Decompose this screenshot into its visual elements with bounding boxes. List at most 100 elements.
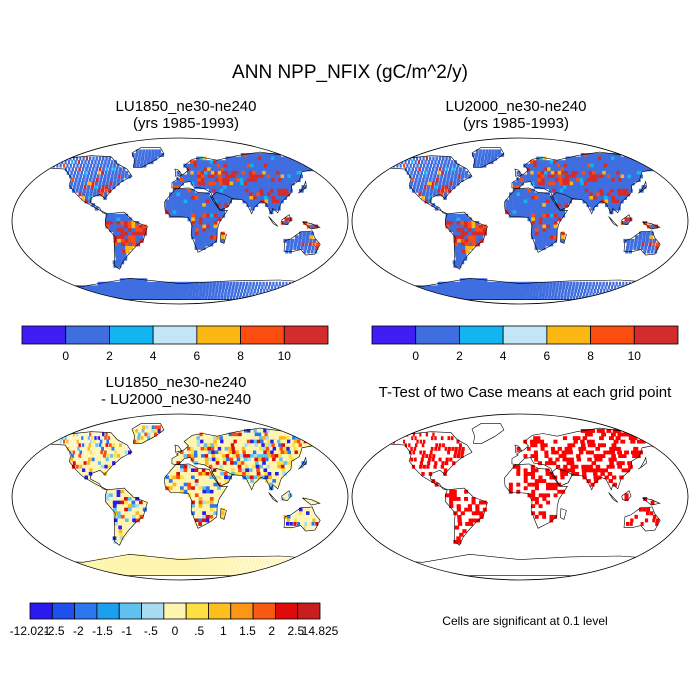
coastline-arabia <box>551 192 573 211</box>
coastline-southAmerica <box>104 487 148 546</box>
coastline-madagascar <box>220 508 227 520</box>
map-diff-svg <box>11 413 349 581</box>
coastline-madagascar <box>560 232 567 244</box>
coastline-japan <box>638 180 647 194</box>
colorbar-tick-label: .5 <box>194 624 204 638</box>
colorbar-tick-label: 10 <box>278 349 292 363</box>
coastline-newguinea <box>642 497 661 506</box>
coastline-northAmerica <box>380 155 473 215</box>
map-lu2000 <box>350 136 690 306</box>
colorbar-tick-label: -2.5 <box>44 624 65 638</box>
colorbar-swatch <box>283 325 329 345</box>
coastline-australia <box>283 506 321 532</box>
colorbar-swatch <box>65 325 110 345</box>
colorbar-lu1850-svg: 0 2 4 6 8 10 <box>21 325 329 363</box>
panel-diff-title-line2: - LU2000_ne30-ne240 <box>100 391 252 408</box>
map-ttest <box>350 412 690 582</box>
coastline-madagascar <box>220 232 227 244</box>
panel-ttest-title-text: T-Test of two Case means at each grid po… <box>378 384 672 401</box>
panel-lu1850-title: LU1850_ne30-ne240 (yrs 1985-1993) <box>16 98 356 132</box>
coastline-japan <box>638 456 647 470</box>
colorbar-tick-label: 4 <box>500 349 507 363</box>
colorbar-tick-label: -12.021 <box>10 624 51 638</box>
colorbar-tick-label: 6 <box>544 349 551 363</box>
colorbar-lu1850: 0 2 4 6 8 10 <box>21 325 329 366</box>
colorbar-tick-label: 0 <box>412 349 419 363</box>
coastline-uk <box>174 168 183 177</box>
panel-lu2000-title: LU2000_ne30-ne240 (yrs 1985-1993) <box>346 98 686 132</box>
coastline-borneo <box>621 214 632 225</box>
colorbar-tick-label: 10 <box>628 349 642 363</box>
coastline-uk <box>514 444 523 453</box>
colorbar-swatch <box>415 325 460 345</box>
map-ocean <box>352 414 688 580</box>
coastline-newguinea <box>642 221 661 230</box>
panel-diff-title-line1: LU1850_ne30-ne240 <box>105 374 247 391</box>
colorbar-swatch <box>502 325 548 345</box>
colorbar-tick-label: 2.5 <box>287 624 304 638</box>
coastline-indonesia1 <box>608 492 619 503</box>
coastline-eurasia <box>511 427 669 491</box>
colorbar-swatch <box>590 325 635 345</box>
colorbar-tick-label: 0 <box>172 624 179 638</box>
panel-lu1850-title-line1: LU1850_ne30-ne240 <box>115 98 257 115</box>
colorbar-swatch <box>208 602 232 620</box>
colorbar-tick-label: 2 <box>456 349 463 363</box>
panel-diff-title: LU1850_ne30-ne240 - LU2000_ne30-ne240 <box>6 374 346 408</box>
coastline-newguinea <box>302 221 321 230</box>
panel-lu1850-title-line2: (yrs 1985-1993) <box>133 115 239 132</box>
coastline-africa <box>503 463 568 529</box>
colorbar-tick-label: 8 <box>237 349 244 363</box>
coastline-antarctica <box>32 277 328 300</box>
map-cells <box>33 149 338 300</box>
map-lu2000-svg <box>351 137 689 305</box>
colorbar-lu2000-svg: 0 2 4 6 8 10 <box>371 325 679 363</box>
colorbar-tick-label: 1 <box>220 624 227 638</box>
map-lu1850-svg <box>11 137 349 305</box>
coastline-indonesia1 <box>608 216 619 227</box>
colorbar-tick-label: -1 <box>121 624 132 638</box>
colorbar-swatch <box>252 602 276 620</box>
map-coastlines <box>32 423 341 576</box>
colorbar-tick-label: 14.825 <box>302 624 339 638</box>
coastline-borneo <box>621 490 632 501</box>
panel-lu2000-title-line2: (yrs 1985-1993) <box>463 115 569 132</box>
colorbar-lu2000: 0 2 4 6 8 10 <box>371 325 679 366</box>
coastline-northAmerica <box>40 155 133 215</box>
colorbar-tick-label: 0 <box>62 349 69 363</box>
colorbar-tick-label: 4 <box>150 349 157 363</box>
colorbar-tick-label: 2 <box>106 349 113 363</box>
map-diff <box>10 412 350 582</box>
colorbar-swatch <box>74 602 98 620</box>
coastline-australia <box>623 506 661 532</box>
coastline-antarctica <box>372 277 668 300</box>
coastline-southAmerica <box>444 211 488 270</box>
coastline-eurasia <box>171 151 329 215</box>
colorbar-swatch <box>109 325 154 345</box>
colorbar-tick-label: 1.5 <box>239 624 256 638</box>
colorbar-swatch <box>297 602 321 620</box>
coastline-japan <box>298 456 307 470</box>
colorbar-swatch <box>96 602 120 620</box>
colorbar-swatch <box>196 325 241 345</box>
colorbar-tick-label: -2 <box>73 624 84 638</box>
coastline-indonesia1 <box>268 492 279 503</box>
panel-lu2000-title-line1: LU2000_ne30-ne240 <box>445 98 587 115</box>
coastline-greenland <box>471 147 505 168</box>
coastline-uk <box>174 444 183 453</box>
coastline-greenland <box>471 423 505 444</box>
colorbar-swatch <box>546 325 591 345</box>
coastline-arabia <box>551 468 573 487</box>
coastline-borneo <box>281 214 292 225</box>
coastline-arabia <box>211 192 233 211</box>
significance-note: Cells are significant at 0.1 level <box>442 614 608 628</box>
coastline-southAmerica <box>104 211 148 270</box>
coastline-japan <box>298 180 307 194</box>
coastline-antarctica <box>372 553 668 576</box>
coastline-australia <box>283 230 321 256</box>
coastline-greenland <box>131 147 165 168</box>
colorbar-swatch <box>51 602 76 620</box>
colorbar-tick-label: 2 <box>268 624 275 638</box>
coastline-africa <box>503 187 568 253</box>
map-lu1850 <box>10 136 350 306</box>
